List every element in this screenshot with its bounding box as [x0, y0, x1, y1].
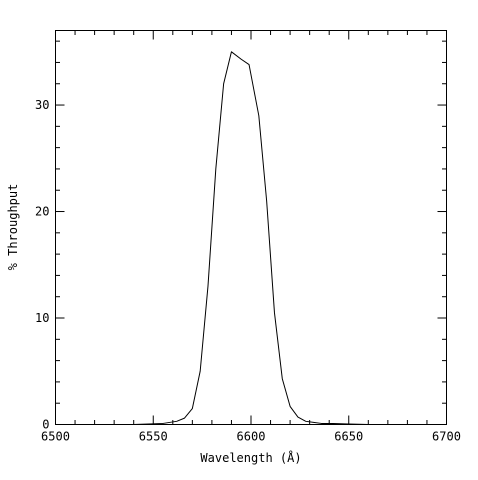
y-tick-label: 20	[35, 205, 49, 219]
x-tick-label: 6600	[237, 430, 266, 444]
throughput-curve	[133, 51, 388, 425]
x-tick-label: 6700	[432, 430, 461, 444]
y-tick-label: 0	[42, 418, 49, 432]
x-tick-label: 6650	[334, 430, 363, 444]
x-tick-label: 6550	[139, 430, 168, 444]
tick-labels: 6500 6550 6600 6650 6700 0 10 20 30	[35, 98, 461, 443]
y-tick-label: 10	[35, 311, 49, 325]
x-axis-label: Wavelength (Å)	[200, 450, 301, 465]
plot-frame	[55, 30, 447, 425]
y-tick-label: 30	[35, 98, 49, 112]
y-axis-label: % Throughput	[6, 184, 20, 271]
axis-ticks	[55, 30, 447, 425]
x-tick-label: 6500	[41, 430, 70, 444]
